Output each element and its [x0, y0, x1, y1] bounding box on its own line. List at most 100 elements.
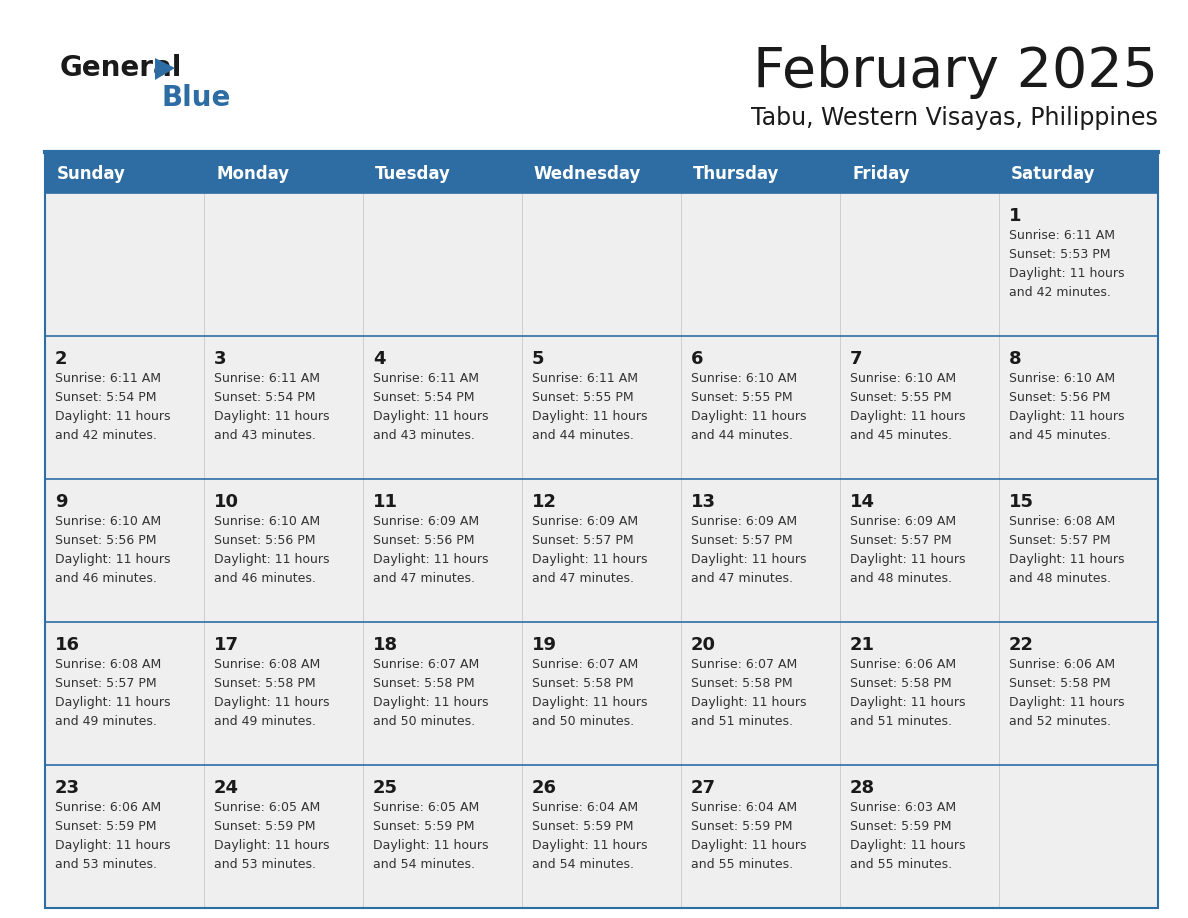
Text: Sunrise: 6:04 AM: Sunrise: 6:04 AM	[691, 801, 797, 814]
Text: and 47 minutes.: and 47 minutes.	[373, 572, 475, 585]
Text: Sunset: 5:59 PM: Sunset: 5:59 PM	[849, 820, 952, 833]
Text: 13: 13	[691, 493, 716, 511]
Text: Sunrise: 6:05 AM: Sunrise: 6:05 AM	[214, 801, 321, 814]
Text: 28: 28	[849, 779, 876, 797]
Text: Daylight: 11 hours: Daylight: 11 hours	[532, 410, 647, 423]
Text: Sunrise: 6:06 AM: Sunrise: 6:06 AM	[849, 658, 956, 671]
Text: 14: 14	[849, 493, 876, 511]
Text: 4: 4	[373, 350, 385, 368]
Bar	[45, 155, 1158, 908]
Text: Sunset: 5:59 PM: Sunset: 5:59 PM	[532, 820, 633, 833]
Text: Sunset: 5:57 PM: Sunset: 5:57 PM	[1009, 534, 1111, 547]
Text: Sunset: 5:56 PM: Sunset: 5:56 PM	[55, 534, 157, 547]
Text: Blue: Blue	[162, 84, 232, 112]
Text: Daylight: 11 hours: Daylight: 11 hours	[1009, 267, 1125, 280]
Text: Sunrise: 6:09 AM: Sunrise: 6:09 AM	[373, 515, 479, 528]
Text: Daylight: 11 hours: Daylight: 11 hours	[214, 696, 329, 709]
Text: and 54 minutes.: and 54 minutes.	[532, 858, 634, 871]
Text: Sunset: 5:59 PM: Sunset: 5:59 PM	[55, 820, 157, 833]
Text: Daylight: 11 hours: Daylight: 11 hours	[55, 696, 171, 709]
Text: Sunset: 5:54 PM: Sunset: 5:54 PM	[55, 391, 157, 404]
Text: Sunset: 5:57 PM: Sunset: 5:57 PM	[55, 677, 157, 690]
Text: and 49 minutes.: and 49 minutes.	[55, 715, 157, 728]
Text: Daylight: 11 hours: Daylight: 11 hours	[691, 839, 807, 852]
Text: 22: 22	[1009, 636, 1034, 654]
Text: 19: 19	[532, 636, 557, 654]
Text: Sunset: 5:53 PM: Sunset: 5:53 PM	[1009, 248, 1111, 261]
Text: Sunrise: 6:09 AM: Sunrise: 6:09 AM	[849, 515, 956, 528]
Text: and 42 minutes.: and 42 minutes.	[1009, 286, 1111, 299]
Text: 1: 1	[1009, 207, 1022, 225]
Text: Daylight: 11 hours: Daylight: 11 hours	[849, 839, 966, 852]
Text: 20: 20	[691, 636, 716, 654]
Text: Monday: Monday	[216, 165, 289, 183]
Text: 10: 10	[214, 493, 239, 511]
Text: 25: 25	[373, 779, 398, 797]
Text: 5: 5	[532, 350, 544, 368]
Text: and 46 minutes.: and 46 minutes.	[55, 572, 157, 585]
Text: and 47 minutes.: and 47 minutes.	[691, 572, 794, 585]
Text: and 48 minutes.: and 48 minutes.	[849, 572, 952, 585]
Text: Daylight: 11 hours: Daylight: 11 hours	[1009, 696, 1125, 709]
Text: 23: 23	[55, 779, 80, 797]
Text: 18: 18	[373, 636, 398, 654]
Text: Sunrise: 6:07 AM: Sunrise: 6:07 AM	[691, 658, 797, 671]
Text: 26: 26	[532, 779, 557, 797]
Text: Daylight: 11 hours: Daylight: 11 hours	[849, 553, 966, 566]
Text: and 46 minutes.: and 46 minutes.	[214, 572, 316, 585]
Bar	[45, 765, 1158, 908]
Text: and 42 minutes.: and 42 minutes.	[55, 429, 157, 442]
Text: Sunset: 5:58 PM: Sunset: 5:58 PM	[849, 677, 952, 690]
Text: Daylight: 11 hours: Daylight: 11 hours	[373, 839, 488, 852]
Text: and 43 minutes.: and 43 minutes.	[214, 429, 316, 442]
Text: and 44 minutes.: and 44 minutes.	[691, 429, 792, 442]
Text: 3: 3	[214, 350, 227, 368]
Text: Sunrise: 6:10 AM: Sunrise: 6:10 AM	[1009, 372, 1116, 385]
Text: 12: 12	[532, 493, 557, 511]
Text: Sunset: 5:58 PM: Sunset: 5:58 PM	[1009, 677, 1111, 690]
Text: and 52 minutes.: and 52 minutes.	[1009, 715, 1111, 728]
Text: 11: 11	[373, 493, 398, 511]
Text: Daylight: 11 hours: Daylight: 11 hours	[214, 553, 329, 566]
Text: Sunrise: 6:05 AM: Sunrise: 6:05 AM	[373, 801, 479, 814]
Text: Sunrise: 6:10 AM: Sunrise: 6:10 AM	[849, 372, 956, 385]
Text: General: General	[61, 54, 183, 82]
Text: and 44 minutes.: and 44 minutes.	[532, 429, 634, 442]
Text: Daylight: 11 hours: Daylight: 11 hours	[373, 696, 488, 709]
Text: and 50 minutes.: and 50 minutes.	[373, 715, 475, 728]
Text: Tabu, Western Visayas, Philippines: Tabu, Western Visayas, Philippines	[751, 106, 1158, 130]
Text: Sunset: 5:58 PM: Sunset: 5:58 PM	[691, 677, 792, 690]
Text: and 47 minutes.: and 47 minutes.	[532, 572, 634, 585]
Text: and 53 minutes.: and 53 minutes.	[55, 858, 157, 871]
Text: Sunrise: 6:08 AM: Sunrise: 6:08 AM	[1009, 515, 1116, 528]
Text: and 50 minutes.: and 50 minutes.	[532, 715, 634, 728]
Text: and 54 minutes.: and 54 minutes.	[373, 858, 475, 871]
Text: 24: 24	[214, 779, 239, 797]
Text: Sunrise: 6:07 AM: Sunrise: 6:07 AM	[373, 658, 479, 671]
Text: 6: 6	[691, 350, 703, 368]
Text: Sunset: 5:56 PM: Sunset: 5:56 PM	[214, 534, 316, 547]
Text: Daylight: 11 hours: Daylight: 11 hours	[1009, 553, 1125, 566]
Text: Sunset: 5:56 PM: Sunset: 5:56 PM	[373, 534, 474, 547]
Text: Sunset: 5:55 PM: Sunset: 5:55 PM	[532, 391, 633, 404]
Text: Sunset: 5:54 PM: Sunset: 5:54 PM	[373, 391, 474, 404]
Text: Sunrise: 6:11 AM: Sunrise: 6:11 AM	[1009, 229, 1116, 242]
Text: Sunset: 5:59 PM: Sunset: 5:59 PM	[691, 820, 792, 833]
Text: Sunrise: 6:06 AM: Sunrise: 6:06 AM	[1009, 658, 1116, 671]
Text: Daylight: 11 hours: Daylight: 11 hours	[532, 553, 647, 566]
Text: Sunset: 5:57 PM: Sunset: 5:57 PM	[532, 534, 633, 547]
Text: and 43 minutes.: and 43 minutes.	[373, 429, 475, 442]
Polygon shape	[154, 58, 175, 80]
Text: Sunrise: 6:07 AM: Sunrise: 6:07 AM	[532, 658, 638, 671]
Text: Sunrise: 6:11 AM: Sunrise: 6:11 AM	[373, 372, 479, 385]
Text: Tuesday: Tuesday	[375, 165, 451, 183]
Text: Daylight: 11 hours: Daylight: 11 hours	[1009, 410, 1125, 423]
Text: Daylight: 11 hours: Daylight: 11 hours	[849, 410, 966, 423]
Text: 27: 27	[691, 779, 716, 797]
Text: and 51 minutes.: and 51 minutes.	[691, 715, 794, 728]
Text: Friday: Friday	[852, 165, 910, 183]
Text: and 49 minutes.: and 49 minutes.	[214, 715, 316, 728]
Text: Sunrise: 6:10 AM: Sunrise: 6:10 AM	[691, 372, 797, 385]
Text: Daylight: 11 hours: Daylight: 11 hours	[55, 553, 171, 566]
Text: Sunset: 5:58 PM: Sunset: 5:58 PM	[532, 677, 633, 690]
